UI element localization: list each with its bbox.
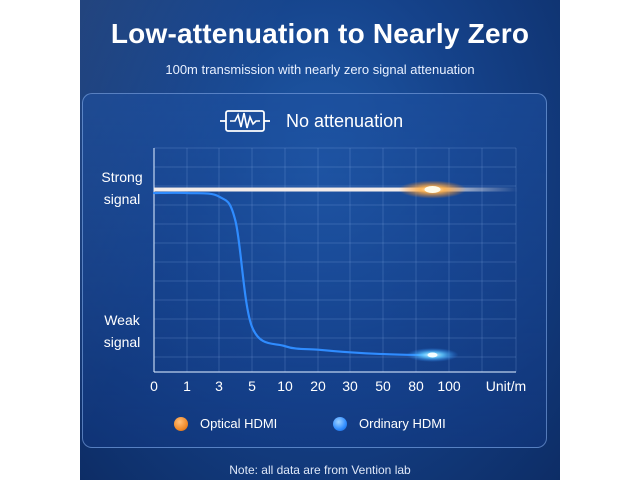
line-chart: 0 1 3 5 10 20 30 50 80 100 Unit/m	[150, 147, 526, 394]
series-line-ordinary	[152, 191, 434, 357]
x-tick-label: 3	[215, 378, 223, 394]
series-line-optical	[154, 187, 518, 192]
y-label-strong-line2: signal	[103, 191, 141, 207]
chart-panel	[82, 93, 547, 448]
legend-item-optical: Optical HDMI	[174, 416, 277, 431]
x-tick-label: 20	[310, 378, 326, 394]
x-tick-label: 50	[375, 378, 391, 394]
page-title: Low-attenuation to Nearly Zero	[110, 18, 530, 49]
signal-wave-icon	[220, 110, 270, 132]
y-label-weak-line2: signal	[103, 334, 141, 350]
chart-grid	[153, 147, 517, 372]
y-label-strong-line1: Strong	[101, 169, 143, 185]
page-subtitle: 100m transmission with nearly zero signa…	[165, 62, 475, 77]
legend-label-optical: Optical HDMI	[200, 416, 278, 431]
y-label-weak: Weak signal	[87, 309, 157, 353]
legend-dot-ordinary	[333, 416, 347, 431]
chart-poster: Low-attenuation to Nearly Zero 100m tran…	[80, 0, 560, 480]
x-tick-label: 30	[342, 378, 358, 394]
y-label-strong: Strong signal	[87, 166, 157, 210]
x-tick-label: 0	[150, 378, 158, 394]
y-label-weak-line1: Weak	[104, 312, 140, 328]
x-unit-label: Unit/m	[486, 378, 526, 394]
legend-item-ordinary: Ordinary HDMI	[333, 416, 446, 431]
chart-axes	[153, 148, 516, 373]
legend-dot-optical	[174, 416, 188, 431]
badge-text: No attenuation	[286, 110, 404, 131]
x-tick-labels: 0 1 3 5 10 20 30 50 80 100 Unit/m	[150, 378, 526, 394]
x-tick-label: 5	[248, 378, 256, 394]
x-tick-label: 100	[437, 378, 461, 394]
footnote: Note: all data are from Vention lab	[229, 463, 411, 477]
no-attenuation-badge: No attenuation	[220, 107, 403, 135]
series-glow-core-optical	[424, 186, 441, 194]
chart-series	[152, 180, 518, 362]
x-tick-label: 1	[183, 378, 191, 394]
series-glow-core-ordinary	[427, 352, 438, 358]
legend-label-ordinary: Ordinary HDMI	[359, 416, 446, 431]
x-tick-label: 80	[408, 378, 424, 394]
x-tick-label: 10	[277, 378, 293, 394]
